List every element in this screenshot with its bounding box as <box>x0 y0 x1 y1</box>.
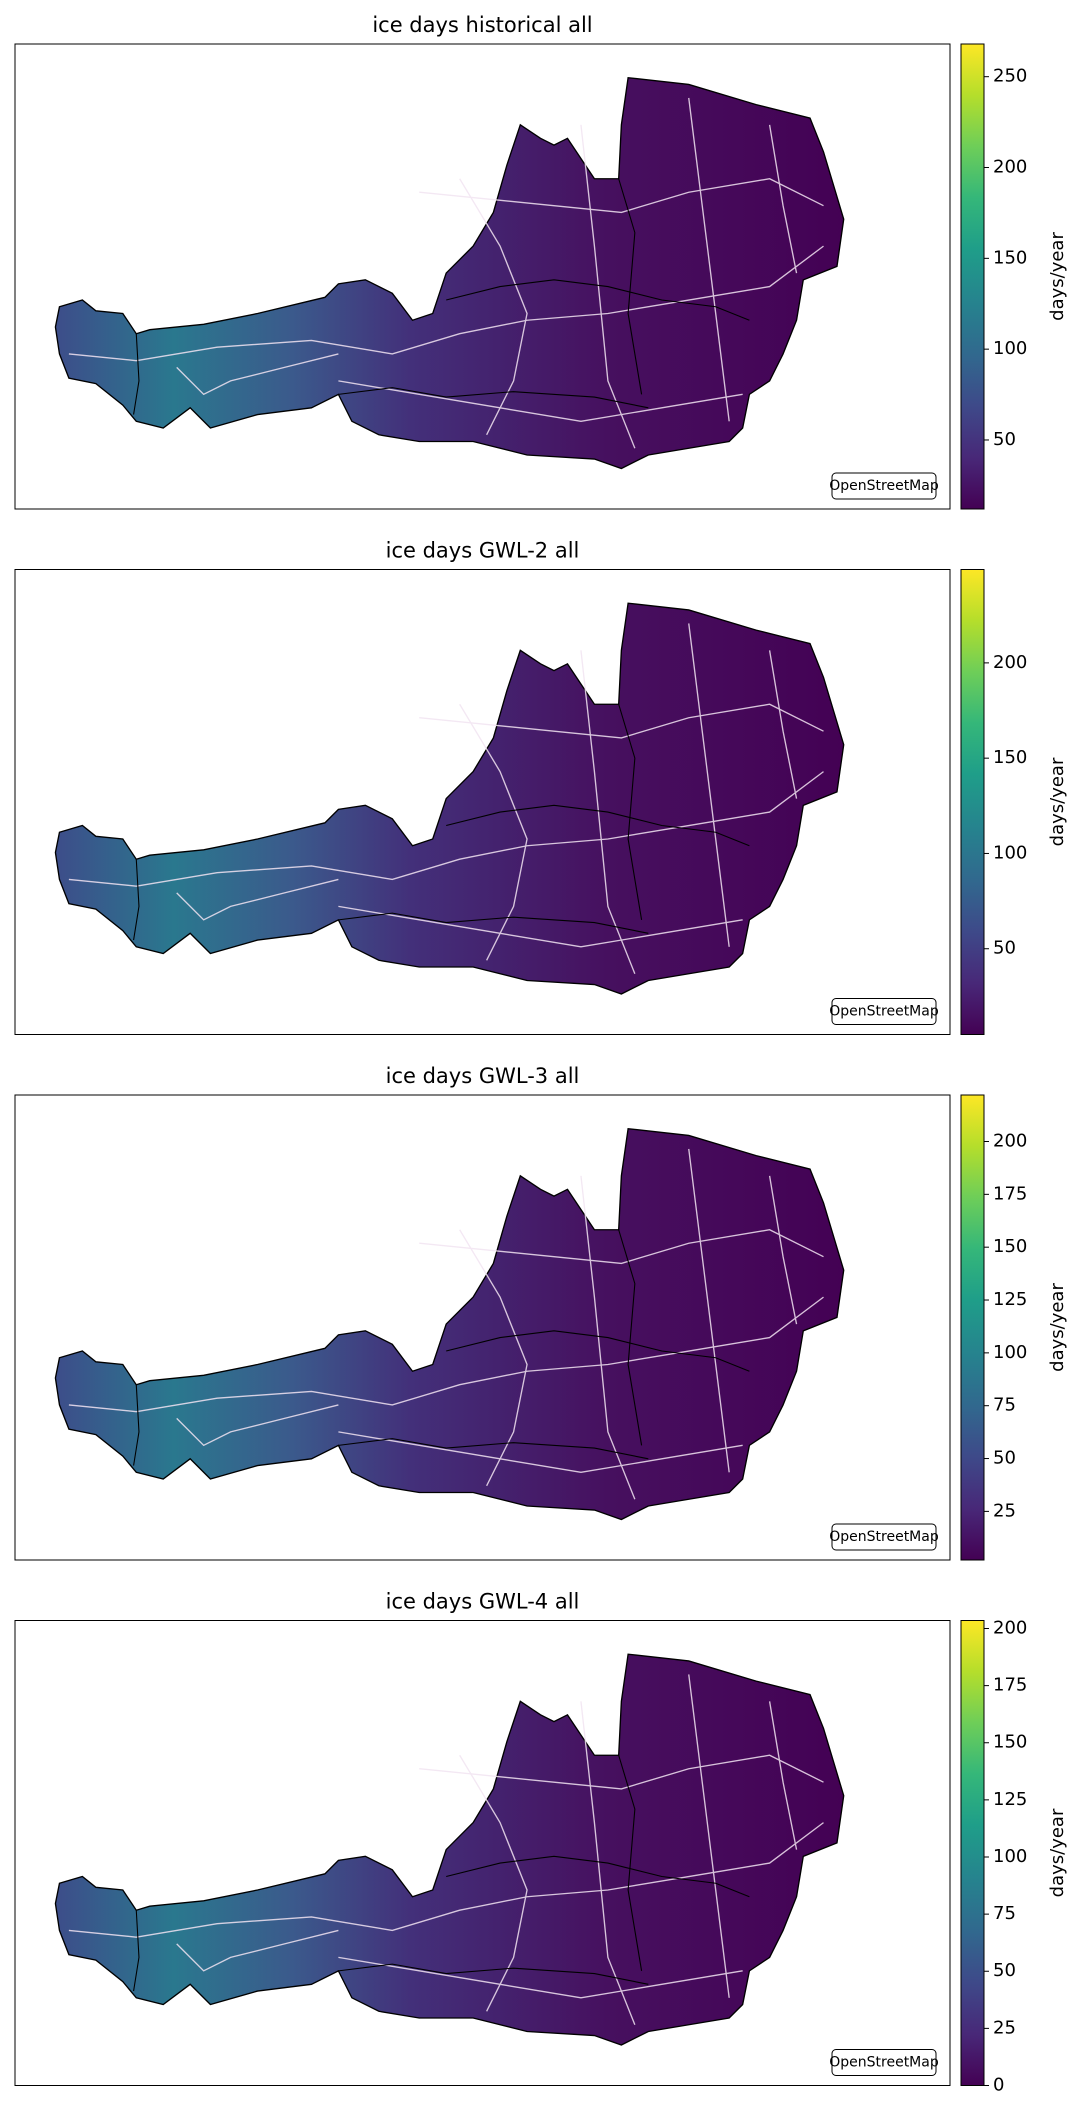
colorbar-tick-label: 100 <box>993 1846 1027 1867</box>
colorbar-tick-label: 50 <box>993 938 1016 959</box>
colorbar <box>960 1620 985 2086</box>
colorbar-tick-label: 175 <box>993 1675 1027 1696</box>
colorbar-tick-label: 150 <box>993 1236 1027 1257</box>
map-title: ice days GWL-4 all <box>386 1590 580 1614</box>
colorbar-tick-label: 50 <box>993 1960 1016 1981</box>
colorbar-tick-label: 50 <box>993 429 1016 450</box>
colorbar-tick-label: 175 <box>993 1183 1027 1204</box>
colorbar-tick-label: 150 <box>993 747 1027 768</box>
colorbar <box>960 1094 985 1561</box>
colorbar-tick-label: 150 <box>993 1732 1027 1753</box>
colorbar-tick-label: 100 <box>993 842 1027 863</box>
colorbar-tick-label: 200 <box>993 1131 1027 1152</box>
colorbar-label: days/year <box>1047 757 1068 846</box>
attribution: OpenStreetMap <box>829 1004 939 1020</box>
colorbar-tick-label: 25 <box>993 1500 1016 1521</box>
colorbar-tick-label: 200 <box>993 157 1027 178</box>
colorbar-tick-label: 200 <box>993 652 1027 673</box>
map-title: ice days GWL-3 all <box>386 1064 580 1088</box>
colorbar-tick-label: 100 <box>993 1342 1027 1363</box>
colorbar-label: days/year <box>1047 1808 1068 1897</box>
attribution-box <box>831 998 937 1025</box>
map-title: ice days historical all <box>372 13 592 37</box>
attribution-box <box>831 2049 937 2076</box>
colorbar-tick-label: 75 <box>993 1903 1016 1924</box>
colorbar-tick-label: 125 <box>993 1289 1027 1310</box>
colorbar-tick-label: 0 <box>993 2075 1004 2096</box>
colorbar-tick-label: 75 <box>993 1395 1016 1416</box>
attribution: OpenStreetMap <box>829 1529 939 1545</box>
colorbar-label: days/year <box>1047 232 1068 321</box>
attribution: OpenStreetMap <box>829 478 939 494</box>
colorbar-tick-label: 50 <box>993 1448 1016 1469</box>
colorbar-tick-label: 125 <box>993 1789 1027 1810</box>
map-title: ice days GWL-2 all <box>386 539 580 563</box>
colorbar-tick-label: 100 <box>993 338 1027 359</box>
attribution-box <box>831 472 937 500</box>
colorbar-tick-label: 250 <box>993 66 1027 87</box>
colorbar <box>960 43 985 510</box>
attribution: OpenStreetMap <box>829 2055 939 2071</box>
attribution-box <box>831 1523 937 1551</box>
colorbar-tick-label: 150 <box>993 247 1027 268</box>
colorbar-label: days/year <box>1047 1283 1068 1372</box>
colorbar-tick-label: 200 <box>993 1617 1027 1638</box>
colorbar <box>960 569 985 1035</box>
colorbar-tick-label: 25 <box>993 2017 1016 2038</box>
